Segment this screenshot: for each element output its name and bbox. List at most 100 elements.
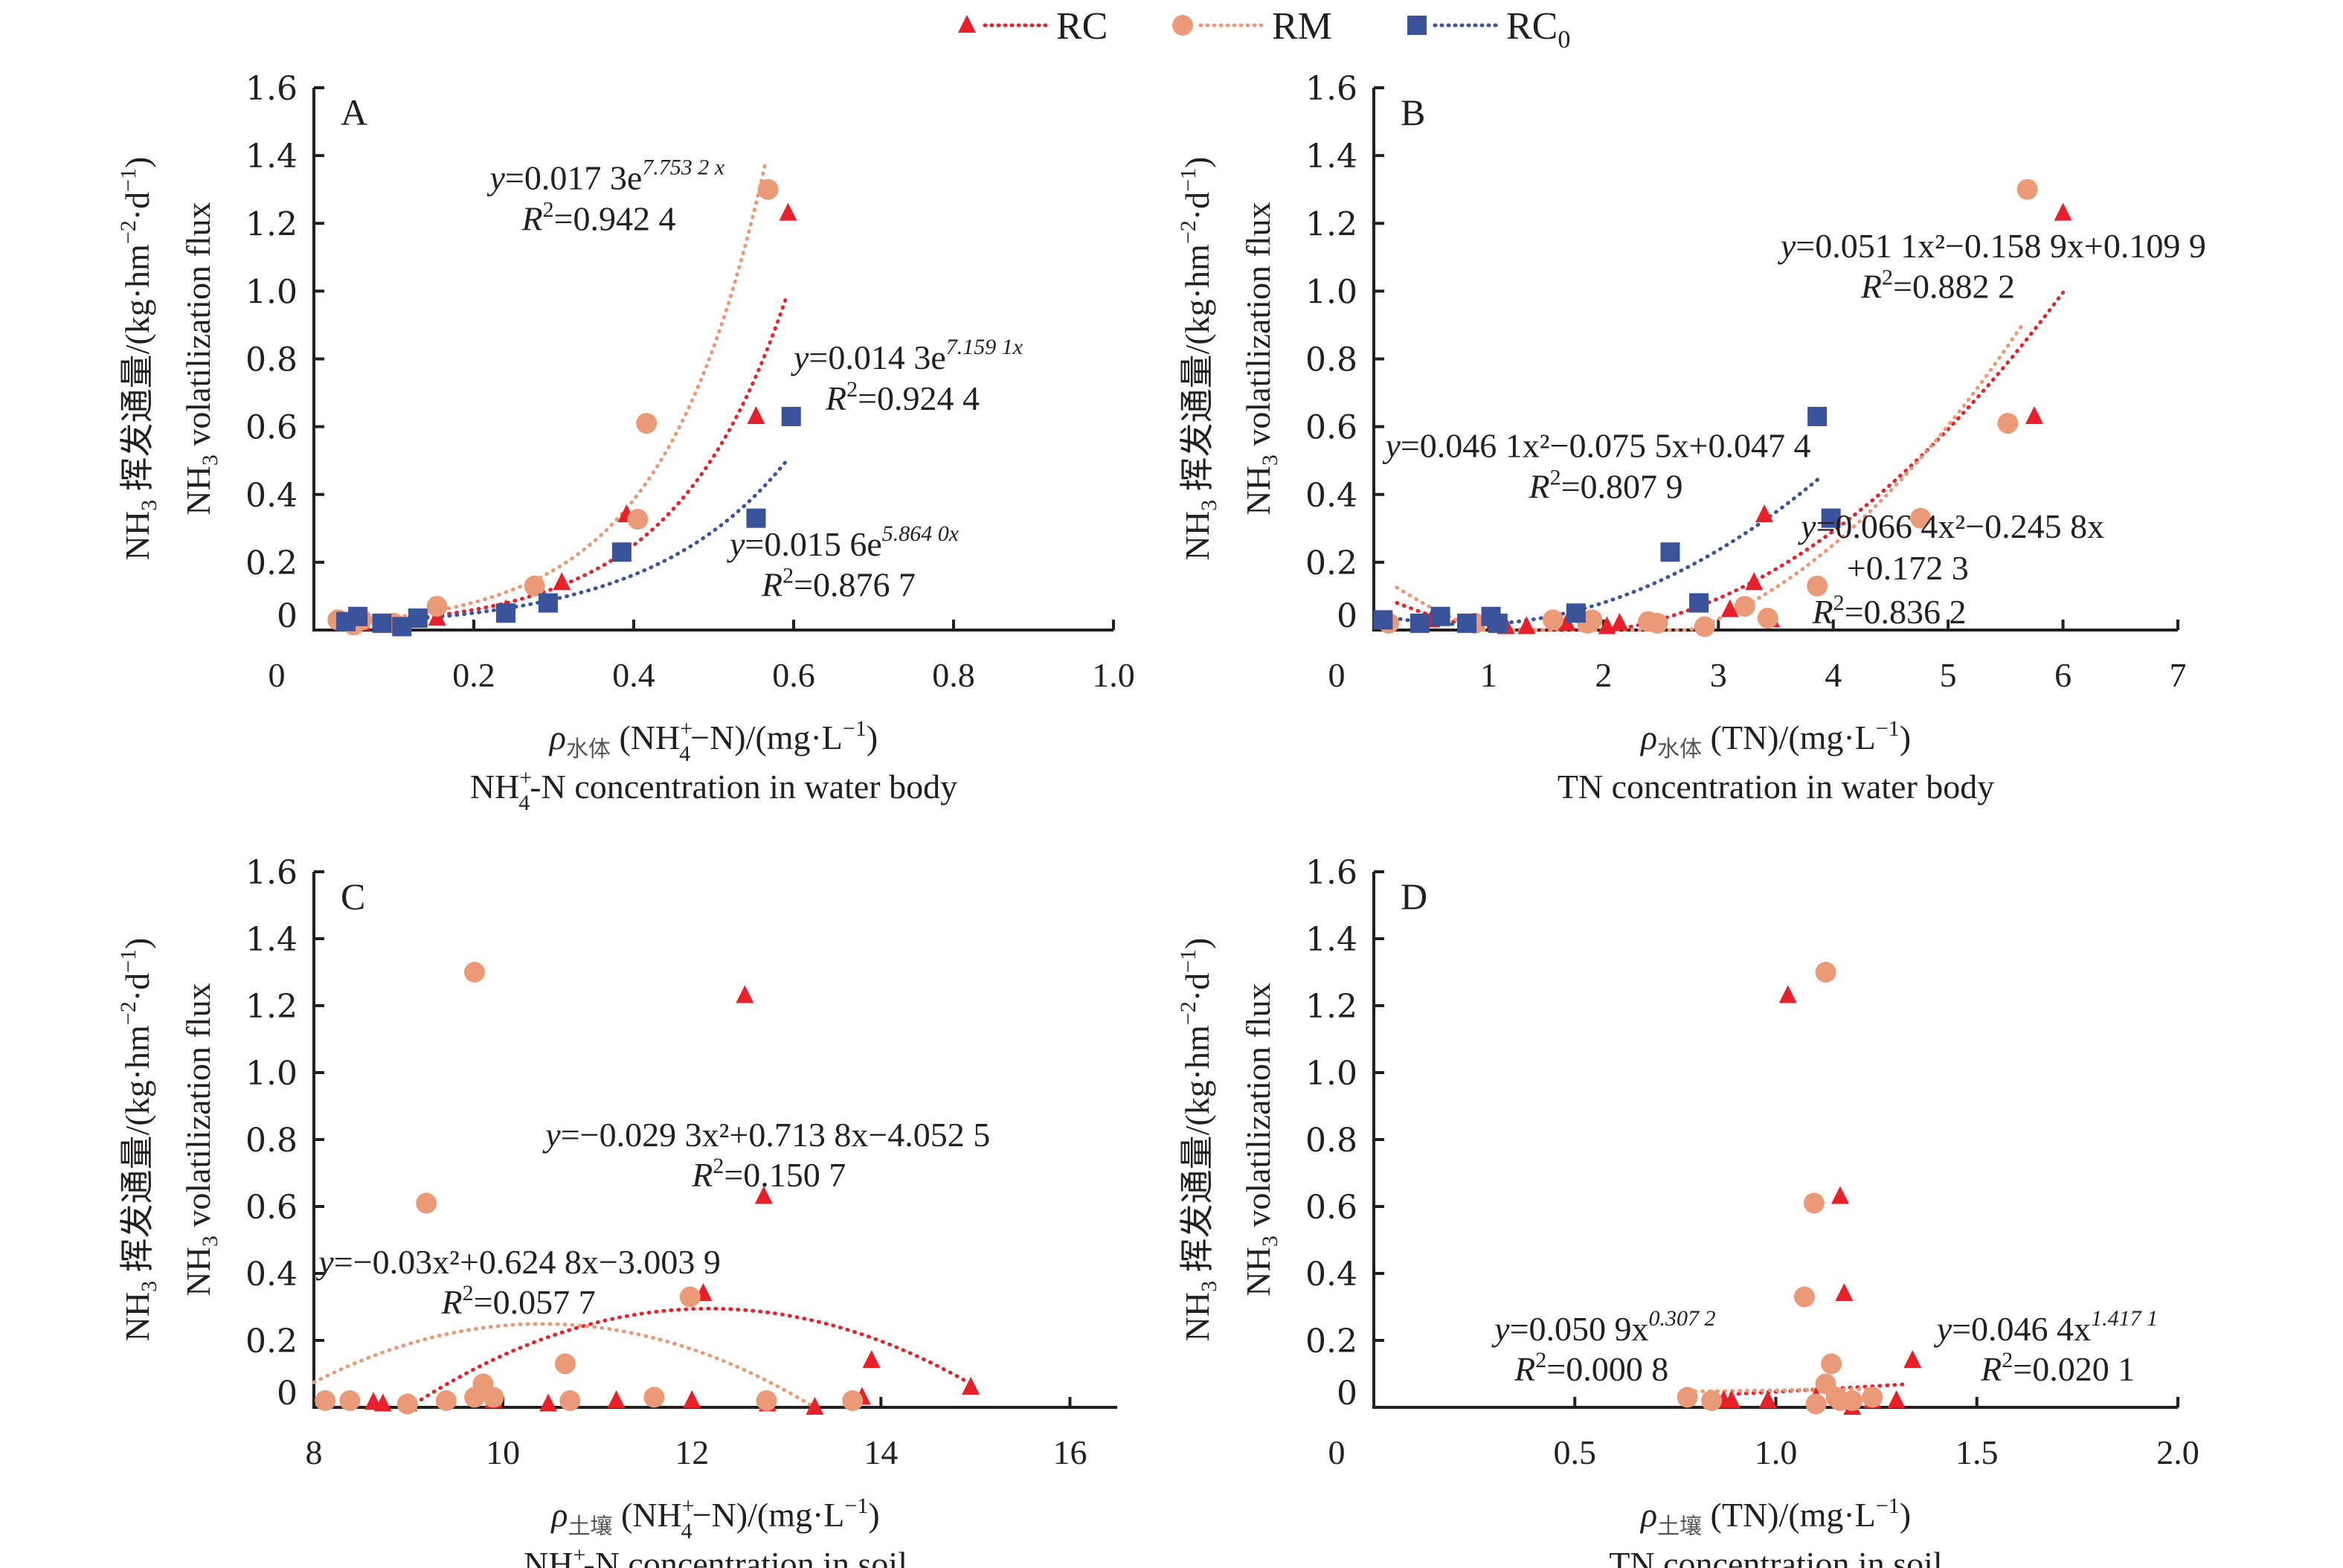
- legend-label: RC: [1056, 5, 1108, 48]
- data-point-rm: [1542, 609, 1563, 631]
- series-rc: [364, 985, 980, 1415]
- y-tick-label: 1.4: [1305, 138, 1357, 176]
- data-point-rm: [757, 179, 779, 200]
- x-tick-label: 6: [2054, 656, 2072, 694]
- y-tick-label: 1.0: [245, 1055, 298, 1093]
- data-point-rm: [1862, 1387, 1883, 1408]
- data-point-rc0: [1566, 603, 1586, 623]
- data-point-rm: [1638, 611, 1659, 632]
- series-rc0: [336, 406, 801, 637]
- data-point-rc0: [1488, 613, 1508, 633]
- data-point-rm: [464, 1387, 485, 1408]
- fit-equation-rc: y=0.051 1x²−0.158 9x+0.109 9R2=0.882 2: [1778, 227, 2206, 306]
- x-tick-label: 7: [2170, 656, 2187, 694]
- y-axis-title-en: NH3 volatilization flux: [1239, 983, 1282, 1296]
- data-point-rm: [1701, 1390, 1723, 1411]
- data-point-rm: [1793, 1286, 1815, 1308]
- y-tick-label: 1.2: [245, 205, 298, 243]
- legend-square-marker-icon: [1407, 16, 1427, 35]
- x-tick-label: 0: [269, 656, 286, 694]
- y-tick-label: 0.6: [245, 409, 298, 447]
- axes-frame: [1372, 872, 2178, 1409]
- series-rm: [315, 962, 864, 1415]
- x-tick-label: 4: [1825, 656, 1842, 694]
- x-axis-title-en: NH+4-N concentration in soil: [524, 1543, 907, 1568]
- data-point-rm: [636, 413, 658, 434]
- data-point-rc: [1755, 504, 1774, 523]
- r-squared-text: R2=0.876 7: [761, 563, 916, 603]
- axes-frame: [1372, 88, 2178, 632]
- y-tick-label: 1.6: [1305, 70, 1357, 108]
- y-tick-label: 0.4: [1305, 477, 1357, 515]
- trendline-rm: [335, 159, 768, 625]
- data-point-rm: [1694, 616, 1715, 637]
- y-tick-label: 0.4: [245, 1256, 298, 1294]
- data-point-rm: [756, 1390, 777, 1411]
- x-tick-label: 0: [1328, 656, 1346, 694]
- y-tick-label: 0.4: [1305, 1256, 1357, 1294]
- legend-triangle-marker-icon: [958, 15, 976, 33]
- x-tick-label: 16: [1052, 1433, 1087, 1471]
- fit-equation-rm: y=0.017 3e7.753 2 xR2=0.942 4: [487, 155, 725, 238]
- equation-text: y=0.051 1x²−0.158 9x+0.109 9: [1778, 227, 2206, 265]
- data-point-rc0: [392, 617, 412, 637]
- data-point-rm: [559, 1390, 581, 1411]
- data-point-rm: [483, 1387, 504, 1408]
- y-tick-label: 0.8: [245, 1122, 298, 1160]
- trendline-rm: [312, 1322, 817, 1410]
- y-tick-label: 1.2: [1305, 205, 1357, 243]
- data-point-rc: [1887, 1390, 1906, 1408]
- data-point-rm: [435, 1390, 457, 1411]
- r-squared-text: R2=0.807 9: [1528, 465, 1682, 505]
- x-axis-title-en: TN concentration in soil: [1609, 1545, 1942, 1568]
- x-tick-label: 3: [1710, 656, 1727, 694]
- r-squared-text: R2=0.057 7: [441, 1281, 596, 1321]
- y-tick-label: 0.6: [1305, 1189, 1357, 1227]
- x-tick-label: 0.5: [1554, 1433, 1597, 1471]
- y-tick-label: 1.6: [245, 854, 298, 892]
- x-tick-label: 0.6: [772, 656, 815, 694]
- data-point-rc: [607, 1390, 626, 1408]
- legend-circle-marker-icon: [1172, 15, 1193, 36]
- panel-A: 0 0.2 0.4 0.6 0.8 1.0 1.2 1.4 1.6 0 0.2 0.4 0.6 0.8 1.…: [116, 70, 1135, 815]
- data-point-rc: [553, 572, 571, 591]
- y-tick-label: 1.0: [1305, 1055, 1357, 1093]
- fit-equation-rc0: y=0.046 1x²−0.075 5x+0.047 4R2=0.807 9: [1382, 427, 1810, 506]
- y-tick-label: 1.6: [1305, 854, 1357, 892]
- panel-letter: D: [1401, 875, 1427, 917]
- fit-equation-rm: y=−0.03x²+0.624 8x−3.003 9R2=0.057 7: [315, 1243, 720, 1321]
- y-axis-title-en: NH3 volatilization flux: [179, 983, 222, 1296]
- data-point-rc0: [746, 508, 766, 528]
- series-rm: [1677, 962, 1883, 1415]
- data-point-rc0: [336, 611, 356, 632]
- data-point-rc: [2054, 202, 2072, 221]
- data-point-rc: [1758, 1390, 1777, 1408]
- y-axis-title-cn: NH3 挥发通量/(kg·hm−2·d−1): [1176, 157, 1221, 561]
- equation-text: y=0.017 3e7.753 2 x: [487, 155, 725, 197]
- y-axis-title-cn: NH3 挥发通量/(kg·hm−2·d−1): [116, 157, 161, 561]
- x-axis-title-en: TN concentration in water body: [1558, 768, 1995, 806]
- data-point-rc: [364, 1392, 383, 1410]
- x-axis-title-en: NH+ 4-N concentration in water body: [470, 765, 957, 815]
- data-point-rc: [683, 1390, 701, 1408]
- series-rm: [327, 179, 779, 636]
- panel-letter: C: [341, 875, 365, 917]
- panel-C: 0 0.2 0.4 0.6 0.8 1.0 1.2 1.4 1.6 8 10 12 14 16 C NH3 挥…: [116, 854, 1117, 1568]
- y-tick-label: 1.2: [245, 988, 298, 1026]
- data-point-rc0: [1660, 542, 1680, 562]
- trendline-rc: [406, 1306, 977, 1410]
- x-tick-label: 1.0: [1092, 656, 1135, 694]
- y-tick-label: 1.4: [245, 921, 298, 959]
- r-squared-text: R2=0.882 2: [1860, 265, 2015, 305]
- data-point-rm: [396, 1393, 418, 1415]
- data-point-rm: [1757, 608, 1778, 629]
- data-point-rm: [643, 1387, 665, 1408]
- y-axis-title: NH3 挥发通量/(kg·hm−2·d−1) NH3 volatilization…: [116, 157, 222, 561]
- data-point-rc: [754, 1186, 773, 1204]
- y-tick-label: 0: [1337, 597, 1357, 635]
- data-point-rc0: [1457, 613, 1477, 633]
- data-point-rc: [1745, 572, 1764, 591]
- y-tick-label: 0.8: [1305, 1122, 1357, 1160]
- y-tick-label: 1.0: [245, 273, 298, 311]
